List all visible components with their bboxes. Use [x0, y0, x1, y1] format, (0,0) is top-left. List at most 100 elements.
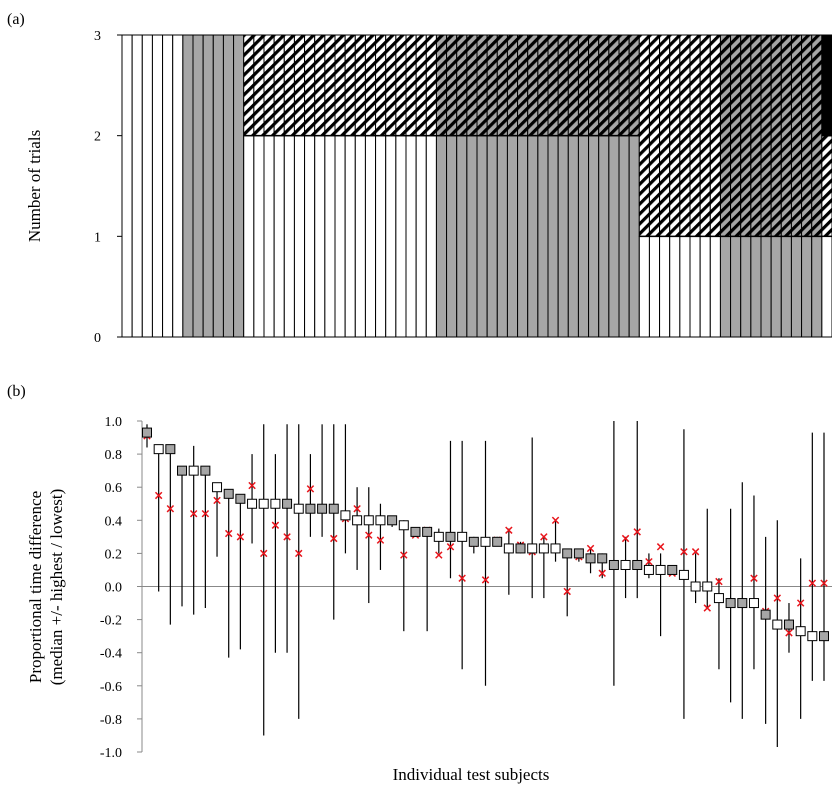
bar-segment — [466, 34, 478, 137]
bar-segment — [598, 135, 610, 338]
y-tick-label: 0.4 — [105, 514, 123, 529]
cross-stroke — [236, 533, 245, 541]
cross-stroke — [563, 587, 571, 596]
median-marker — [363, 515, 374, 526]
cross-stroke — [691, 548, 700, 556]
y-tick-label: -0.8 — [100, 713, 122, 728]
panel-b-medians — [142, 427, 829, 642]
median-marker — [620, 559, 631, 570]
cross-stroke — [295, 549, 303, 558]
bar-segment — [730, 34, 742, 237]
panel-b-y-axis-title-line1: Proportional time difference — [26, 491, 45, 683]
cross-stroke — [306, 485, 315, 493]
cross-stroke — [283, 533, 291, 541]
median-marker — [282, 498, 293, 509]
bar-segment — [314, 135, 326, 338]
bar-segment — [405, 135, 417, 338]
cross-marker — [458, 574, 466, 582]
cross-stroke — [400, 551, 408, 559]
bar-segment — [172, 34, 184, 338]
bar-segment — [273, 135, 285, 338]
cross-marker — [703, 604, 712, 612]
cross-marker — [540, 533, 548, 541]
cross-marker — [715, 577, 723, 586]
bar-segment — [496, 34, 508, 137]
cross-stroke — [645, 557, 653, 566]
cross-marker — [820, 579, 828, 587]
cross-stroke — [481, 576, 490, 584]
bar-segment — [435, 135, 448, 338]
bar-segment — [628, 34, 640, 137]
bar-segment — [162, 34, 174, 338]
bar-segment — [648, 235, 661, 338]
bar-segment — [304, 135, 316, 338]
cross-marker — [656, 543, 665, 551]
bar-segment — [446, 34, 458, 137]
y-tick-label: 1 — [94, 230, 101, 245]
bar-segment — [243, 135, 255, 338]
median-marker — [317, 503, 328, 514]
cross-marker — [621, 534, 630, 543]
bar-segment — [689, 235, 701, 338]
cross-marker — [633, 528, 641, 536]
cross-stroke — [213, 496, 221, 505]
cross-marker — [691, 548, 700, 556]
cross-marker — [376, 536, 385, 544]
cross-marker — [481, 576, 490, 584]
median-marker — [375, 515, 386, 526]
median-marker — [503, 543, 514, 554]
bar-segment — [506, 34, 519, 137]
median-marker — [457, 531, 468, 542]
bar-segment — [750, 34, 762, 237]
bar-segment — [638, 235, 650, 338]
cross-stroke — [540, 533, 548, 541]
median-marker — [387, 515, 398, 526]
median-marker — [328, 503, 339, 514]
bar-segment — [811, 34, 823, 237]
bar-segment — [375, 34, 387, 137]
cross-stroke — [166, 504, 175, 513]
bar-segment — [577, 135, 590, 338]
cross-stroke — [715, 577, 723, 586]
cross-stroke — [796, 599, 805, 607]
bar-segment — [699, 34, 711, 237]
bar-segment — [821, 135, 832, 237]
cross-marker — [435, 551, 443, 559]
bar-segment — [618, 34, 630, 137]
bar-segment — [385, 135, 397, 338]
cross-stroke — [154, 491, 163, 500]
median-marker — [772, 619, 783, 630]
median-marker — [492, 536, 503, 547]
bar-segment — [253, 34, 265, 137]
cross-stroke — [458, 574, 466, 582]
cross-marker — [353, 504, 361, 513]
median-marker — [212, 482, 223, 493]
median-marker — [643, 564, 654, 575]
cross-marker — [598, 569, 606, 577]
bar-segment — [608, 135, 620, 338]
bar-segment — [588, 135, 600, 338]
cross-stroke — [680, 548, 688, 556]
cross-marker — [796, 599, 805, 607]
bar-segment — [405, 34, 417, 137]
cross-stroke — [271, 521, 280, 529]
bar-segment — [354, 135, 366, 338]
median-marker — [235, 493, 246, 504]
bar-segment — [334, 34, 346, 137]
cross-marker — [271, 521, 280, 529]
bar-segment — [283, 34, 295, 137]
bar-segment — [456, 34, 468, 137]
median-marker — [667, 564, 678, 575]
bar-segment — [598, 34, 610, 137]
bar-segment — [517, 34, 529, 137]
bar-segment — [395, 34, 407, 137]
bar-segment — [669, 235, 681, 338]
cross-stroke — [189, 509, 198, 518]
bar-segment — [628, 135, 640, 338]
cross-marker — [400, 551, 408, 559]
bar-segment — [537, 34, 549, 137]
cross-marker — [236, 533, 245, 541]
bar-segment — [141, 34, 153, 338]
bar-segment — [415, 34, 427, 137]
